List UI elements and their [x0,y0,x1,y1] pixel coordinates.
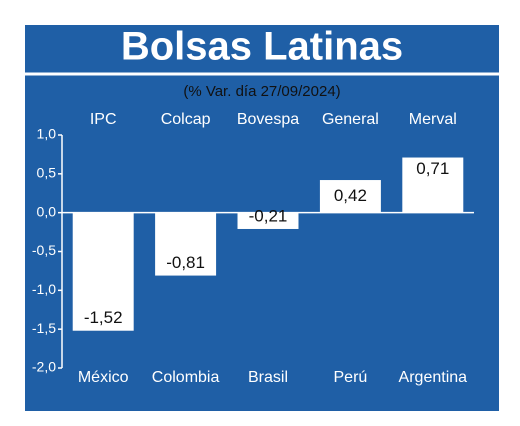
bar [155,212,217,276]
y-tick-label: -2,0 [32,359,56,375]
chart-title: Bolsas Latinas [121,25,403,69]
bar [237,212,299,229]
x-tick-label: Argentina [399,369,468,386]
y-tick-label: 0,0 [37,203,57,219]
value-label: 0,42 [334,186,367,205]
index-label: General [322,111,379,128]
value-label: -0,81 [166,253,205,272]
x-tick-label: Brasil [248,369,288,386]
y-tick-label: 1,0 [37,126,57,142]
y-tick-label: -1,0 [32,281,56,297]
index-label: Merval [409,111,457,128]
value-label: -1,52 [84,308,123,327]
index-label: Bovespa [237,111,299,128]
index-label: Colcap [161,111,211,128]
index-label: IPC [90,111,117,128]
value-label: -0,21 [249,206,288,225]
x-tick-label: México [78,369,129,386]
y-tick-label: -0,5 [32,242,56,258]
bar [72,212,134,331]
y-tick-label: 0,5 [37,165,57,181]
y-tick-label: -1,5 [32,320,56,336]
x-tick-label: Colombia [152,369,220,386]
x-tick-label: Perú [334,369,368,386]
bar [319,180,381,213]
bar [402,157,464,213]
value-label: 0,71 [416,159,449,178]
chart-subtitle: (% Var. día 27/09/2024) [183,83,340,100]
